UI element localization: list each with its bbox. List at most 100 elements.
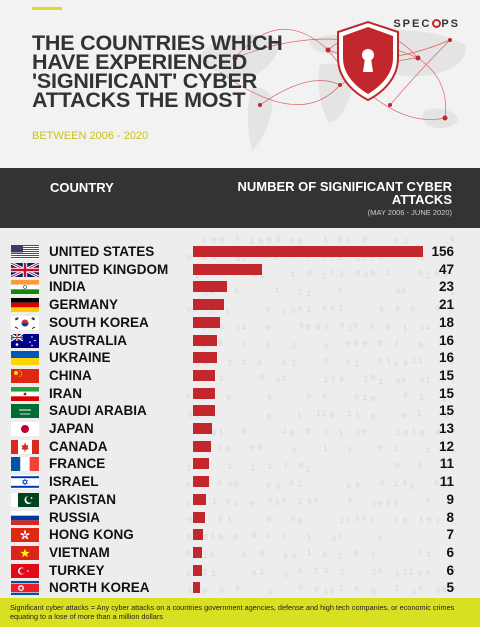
svg-text:0: 0 — [218, 534, 223, 543]
svg-text:0: 0 — [353, 340, 358, 349]
svg-text:0: 0 — [379, 306, 384, 315]
table-row: INDIA 23 — [0, 277, 480, 295]
svg-text:0: 0 — [330, 304, 335, 313]
value-label: 18 — [438, 314, 454, 330]
svg-text:0: 0 — [233, 534, 238, 543]
bar — [193, 458, 210, 470]
svg-text:1: 1 — [306, 306, 311, 315]
svg-text:1: 1 — [426, 376, 431, 385]
flag-pk-icon — [11, 492, 39, 507]
svg-text:0: 0 — [337, 255, 342, 264]
brand-logo: SPEC PS — [393, 18, 460, 30]
bar — [193, 316, 220, 328]
svg-text:0: 0 — [364, 271, 369, 280]
svg-text:0: 0 — [378, 568, 383, 577]
svg-text:1: 1 — [298, 480, 303, 489]
svg-text:0: 0 — [291, 307, 296, 316]
svg-text:0: 0 — [283, 553, 288, 562]
svg-text:0: 0 — [403, 360, 408, 369]
svg-text:1: 1 — [347, 325, 352, 334]
bar — [193, 281, 227, 293]
svg-text:0: 0 — [355, 270, 360, 279]
svg-text:1: 1 — [290, 271, 295, 280]
svg-text:0: 0 — [330, 587, 335, 596]
svg-text:1: 1 — [393, 516, 398, 525]
svg-text:1: 1 — [203, 359, 208, 368]
country-label: JAPAN — [49, 421, 94, 436]
svg-text:1: 1 — [282, 308, 287, 317]
svg-text:0: 0 — [258, 444, 263, 453]
svg-text:0: 0 — [305, 324, 310, 333]
svg-text:0: 0 — [249, 500, 254, 509]
svg-text:0: 0 — [297, 568, 302, 577]
svg-text:1: 1 — [203, 552, 208, 561]
svg-text:1: 1 — [362, 394, 367, 403]
svg-text:1: 1 — [426, 447, 431, 456]
svg-text:0: 0 — [202, 588, 207, 597]
svg-text:1: 1 — [267, 463, 272, 472]
svg-text:1: 1 — [298, 289, 303, 298]
svg-text:0: 0 — [338, 236, 343, 245]
svg-text:1: 1 — [338, 532, 343, 541]
svg-text:0: 0 — [394, 237, 399, 246]
svg-text:1: 1 — [324, 376, 329, 385]
svg-text:1: 1 — [323, 430, 328, 439]
svg-text:0: 0 — [241, 428, 246, 437]
svg-text:1: 1 — [316, 410, 321, 419]
svg-text:0: 0 — [450, 359, 455, 368]
svg-text:0: 0 — [257, 360, 262, 369]
svg-text:0: 0 — [242, 552, 247, 561]
svg-text:1: 1 — [298, 498, 303, 507]
svg-text:0: 0 — [202, 342, 207, 351]
svg-text:0: 0 — [226, 394, 231, 403]
svg-text:1: 1 — [273, 254, 278, 263]
svg-text:1: 1 — [451, 377, 456, 386]
svg-text:1: 1 — [292, 446, 297, 455]
table-row: TURKEY 6 — [0, 561, 480, 579]
svg-text:1: 1 — [410, 483, 415, 492]
svg-text:1: 1 — [194, 413, 199, 422]
svg-text:1: 1 — [377, 534, 382, 543]
accent-line — [32, 7, 62, 10]
svg-text:0: 0 — [425, 497, 430, 506]
svg-text:0: 0 — [355, 482, 360, 491]
country-label: CANADA — [49, 438, 108, 454]
svg-text:1: 1 — [242, 323, 247, 332]
svg-text:0: 0 — [394, 360, 399, 369]
flag-au-icon — [10, 332, 39, 348]
svg-text:1: 1 — [234, 500, 239, 509]
svg-text:1: 1 — [441, 482, 446, 491]
svg-text:0: 0 — [378, 357, 383, 366]
svg-text:1: 1 — [252, 271, 257, 280]
svg-text:0: 0 — [249, 445, 254, 454]
country-label: VIETNAM — [49, 544, 110, 560]
svg-text:0: 0 — [450, 567, 455, 576]
svg-text:0: 0 — [403, 480, 408, 489]
svg-text:0: 0 — [212, 236, 217, 245]
value-label: 16 — [438, 332, 454, 348]
svg-text:1: 1 — [425, 272, 430, 281]
svg-text:1: 1 — [331, 375, 336, 384]
svg-text:1: 1 — [425, 323, 430, 332]
bar — [193, 423, 213, 434]
svg-text:0: 0 — [426, 570, 431, 579]
value-label: 6 — [446, 544, 454, 560]
svg-text:1: 1 — [418, 462, 423, 471]
svg-text:1: 1 — [412, 357, 417, 366]
value-label: 9 — [446, 491, 454, 507]
svg-text:0: 0 — [450, 427, 455, 436]
country-label: SOUTH KOREA — [49, 314, 149, 330]
svg-text:0: 0 — [337, 287, 342, 296]
svg-text:1: 1 — [306, 534, 311, 543]
svg-text:0: 0 — [436, 587, 441, 596]
svg-text:0: 0 — [362, 340, 367, 349]
svg-text:0: 0 — [314, 497, 319, 506]
country-label: CHINA — [49, 367, 92, 383]
svg-text:1: 1 — [227, 463, 232, 472]
svg-text:0: 0 — [187, 254, 192, 263]
svg-text:0: 0 — [298, 584, 303, 593]
svg-text:0: 0 — [289, 237, 294, 246]
brand-logo-right: PS — [441, 18, 460, 30]
svg-text:0: 0 — [322, 392, 327, 401]
svg-text:1: 1 — [194, 272, 199, 281]
